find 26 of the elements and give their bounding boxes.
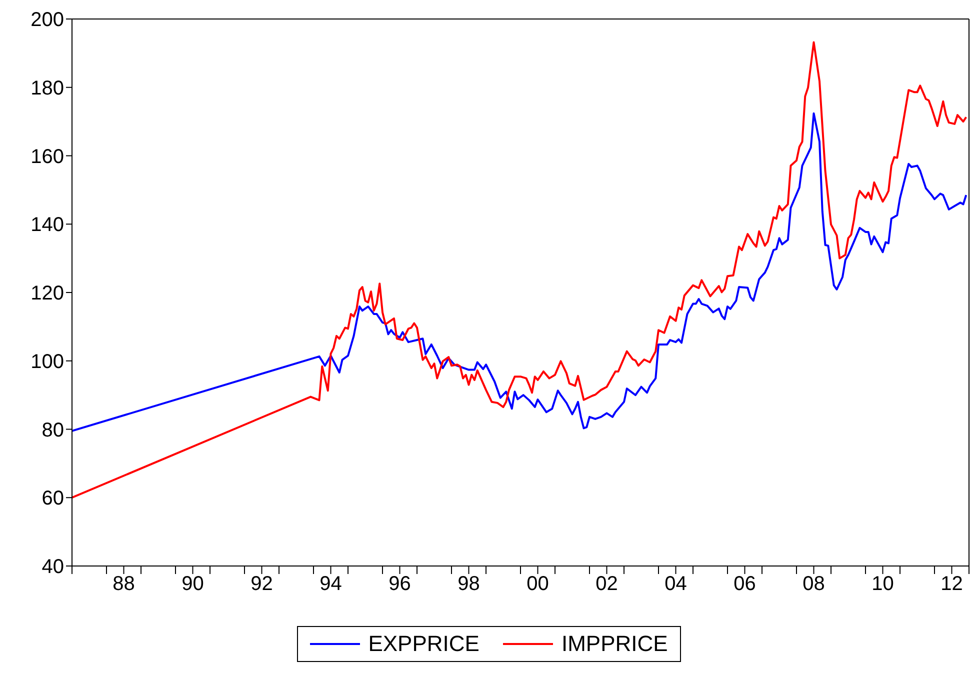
x-tick-label: 04 bbox=[664, 573, 687, 596]
y-tick-label: 140 bbox=[30, 214, 64, 236]
x-tick-label: 96 bbox=[388, 573, 411, 596]
x-tick-label: 90 bbox=[182, 573, 204, 596]
x-tick-label: 06 bbox=[734, 573, 756, 596]
y-tick-label: 80 bbox=[42, 419, 64, 442]
x-tick-label: 02 bbox=[596, 573, 618, 596]
y-tick-label: 100 bbox=[30, 350, 64, 373]
x-tick-label: 12 bbox=[940, 573, 963, 596]
y-tick-label: 60 bbox=[42, 488, 64, 510]
x-tick-label: 92 bbox=[250, 573, 273, 596]
legend-label: EXPPRICE bbox=[367, 631, 480, 657]
x-tick-label: 94 bbox=[320, 573, 342, 596]
x-tick-label: 88 bbox=[112, 573, 135, 596]
y-tick-label: 40 bbox=[42, 556, 64, 578]
x-tick-label: 10 bbox=[872, 573, 894, 596]
line-series bbox=[72, 112, 968, 432]
legend-label: IMPPRICE bbox=[560, 631, 668, 657]
y-tick-label: 120 bbox=[30, 282, 64, 305]
x-tick-label: 08 bbox=[802, 573, 825, 596]
y-tick-label: 180 bbox=[30, 77, 64, 100]
y-tick-label: 200 bbox=[30, 9, 64, 32]
y-tick-label: 160 bbox=[30, 146, 64, 168]
line-series bbox=[72, 41, 968, 499]
x-tick-label: 98 bbox=[458, 573, 480, 596]
x-tick-label: 00 bbox=[526, 573, 549, 596]
